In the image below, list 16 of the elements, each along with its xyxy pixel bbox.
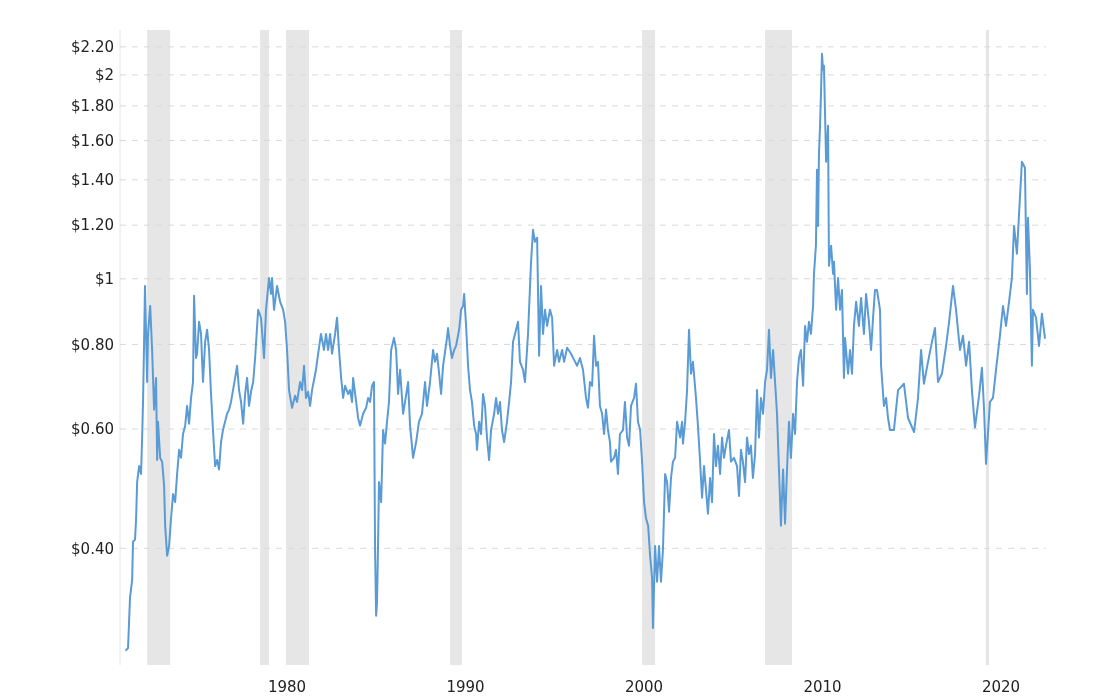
y-tick-label: $1.40 [71,171,114,190]
y-tick-label: $1.20 [71,216,114,235]
y-tick-label: $1 [94,270,114,289]
x-tick-label: 1990 [446,678,485,696]
y-tick-label: $1.60 [71,131,114,150]
y-tick-label: $0.60 [71,420,114,439]
y-tick-label: $2.20 [71,38,114,57]
y-tick-label: $1.80 [71,97,114,116]
x-tick-label: 2020 [981,678,1021,696]
y-tick-label: $0.80 [71,335,114,354]
x-tick-label: 1980 [267,678,307,696]
line-series [125,52,1046,652]
x-tick-label: 2010 [803,678,842,696]
x-tick-label: 2000 [624,678,664,696]
y-tick-label: $0.40 [71,539,114,558]
y-tick-label: $2 [94,66,114,85]
